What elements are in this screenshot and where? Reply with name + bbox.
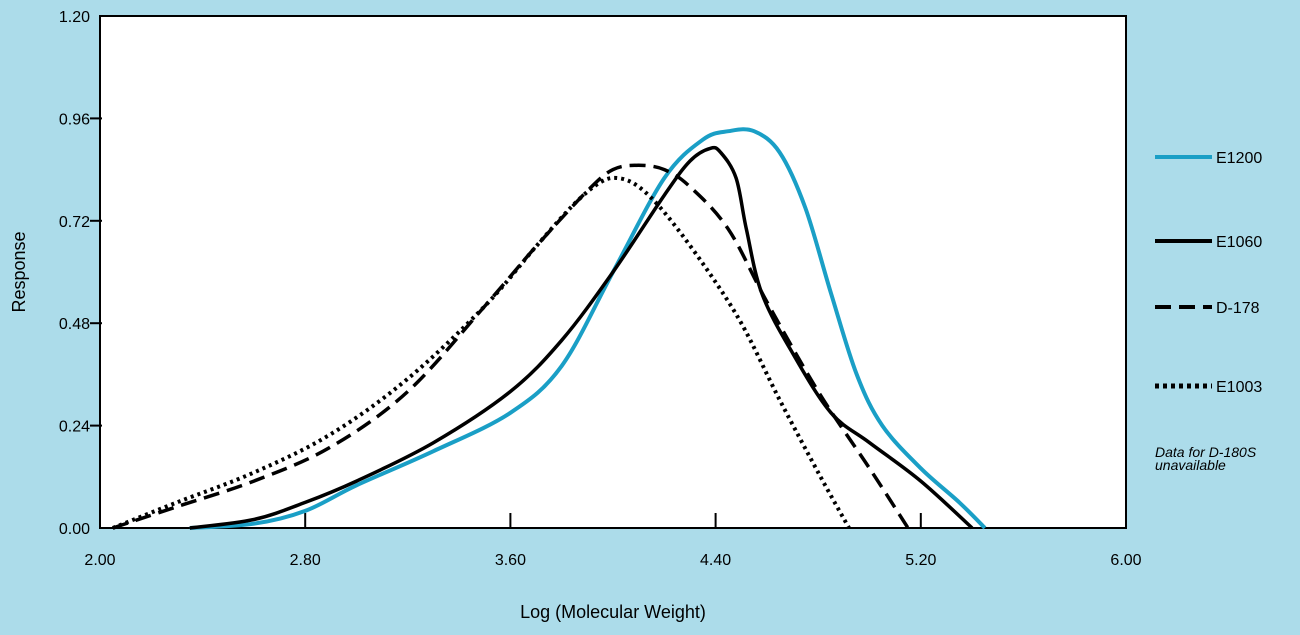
note-line-2: unavailable — [1155, 457, 1226, 473]
y-tick-label: 1.20 — [59, 9, 90, 26]
legend: E1200 E1060 D-178 E1003 — [1155, 150, 1262, 396]
series-line-e1003 — [112, 175, 851, 530]
x-tick-label: 2.80 — [290, 552, 321, 569]
legend-label-d-178: D-178 — [1216, 300, 1260, 317]
y-tick-label: 0.96 — [59, 111, 90, 128]
series-line-e1200 — [189, 127, 987, 530]
y-tick-label: 0.00 — [59, 521, 90, 538]
y-tick-label: 0.24 — [59, 419, 90, 436]
note-line-1: Data for D-180S — [1155, 444, 1257, 460]
x-tick-label: 2.00 — [84, 552, 115, 569]
x-tick-label: 4.40 — [700, 552, 731, 569]
legend-label-e1200: E1200 — [1216, 150, 1262, 167]
legend-label-e1003: E1003 — [1216, 379, 1262, 396]
x-axis-title: Log (Molecular Weight) — [520, 602, 706, 622]
y-tick-label: 0.48 — [59, 316, 90, 333]
y-axis-title: Response — [9, 231, 29, 312]
series-line-d-178 — [112, 163, 910, 530]
y-tick-label: 0.72 — [59, 214, 90, 231]
x-tick-label: 5.20 — [905, 552, 936, 569]
legend-label-e1060: E1060 — [1216, 234, 1262, 251]
x-tick-label: 6.00 — [1110, 552, 1141, 569]
x-tick-label: 3.60 — [495, 552, 526, 569]
